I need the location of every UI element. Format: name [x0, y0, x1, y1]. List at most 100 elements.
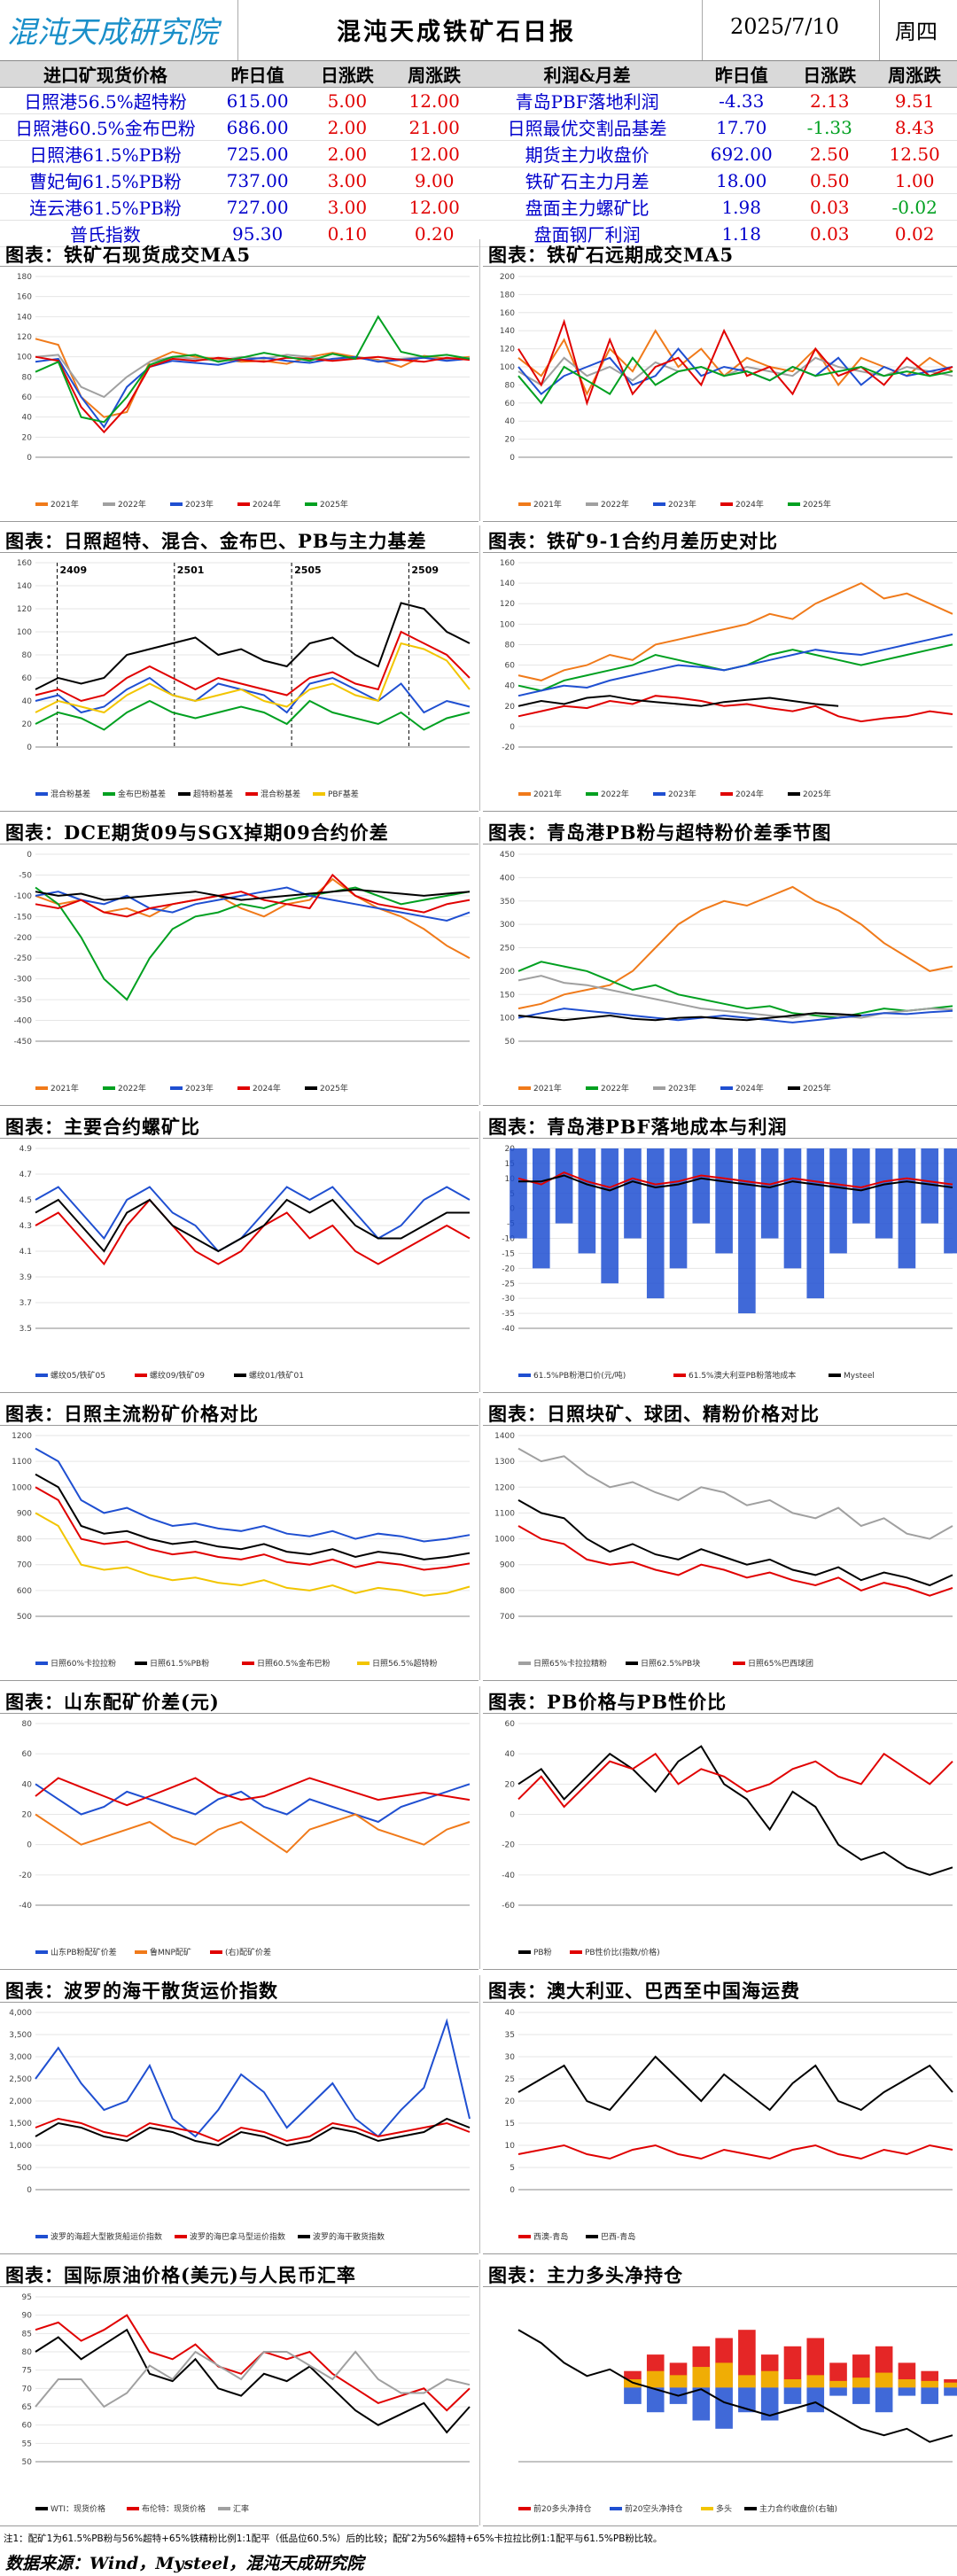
- legend-swatch: [135, 1950, 147, 1954]
- series-line: [35, 602, 471, 690]
- title-divider: [0, 1713, 478, 1714]
- y-tick-label: 350: [500, 898, 515, 907]
- bar: [715, 1148, 733, 1254]
- series-line: [517, 1012, 861, 1022]
- legend-swatch: [518, 1950, 531, 1954]
- bar: [532, 1148, 550, 1269]
- y-tick-label: 0: [27, 851, 32, 860]
- series-line: [35, 630, 471, 703]
- y-tick-label: 70: [22, 2385, 33, 2393]
- legend-swatch: [720, 792, 733, 796]
- row-divider: [0, 1969, 478, 1970]
- y-tick-label: 0: [27, 2186, 32, 2195]
- series-line: [35, 676, 471, 714]
- legend-label: 2021年: [51, 1083, 79, 1093]
- legend-label: 主力合约收盘价(右轴): [759, 2503, 837, 2514]
- chart-12: 60 40 20 0 -20 -40 -60 PB粉 PB性价比(指数/价格): [502, 1720, 953, 1957]
- y-tick-label: 140: [500, 327, 515, 336]
- legend-swatch: [237, 502, 250, 506]
- bar: [898, 2379, 916, 2388]
- contract-label: 2501: [177, 564, 205, 576]
- report-date: 2025/7/10: [730, 14, 840, 39]
- cell-value: 725.00: [210, 140, 305, 167]
- y-tick-label: 60: [505, 1720, 516, 1729]
- legend-label: 螺纹09/铁矿09: [150, 1370, 205, 1381]
- chart-5: 0 -50 -100 -150 -200 -250 -300 -350 -400 -450 2021…: [14, 851, 471, 1093]
- cell-name: 盘面主力螺矿比: [478, 193, 696, 221]
- bar: [829, 1148, 847, 1254]
- y-tick-label: 120: [500, 346, 515, 354]
- table-row: 连云港61.5%PB粉 727.00 3.00 12.00: [0, 193, 478, 221]
- series-line: [35, 355, 471, 434]
- chart-2: 0 20 40 60 80 100 120 140 160 180 200 2021年 2022年 202…: [500, 273, 953, 510]
- series-line: [35, 642, 471, 714]
- legend-label: 超特粉基差: [193, 789, 233, 799]
- y-tick-label: 100: [17, 628, 32, 637]
- table-header-row: 利润&月差 昨日值 日涨跌 周涨跌: [478, 61, 957, 88]
- table-row: 盘面钢厂利润 1.18 0.03 0.02: [478, 220, 957, 247]
- chart-4: -20 0 20 40 60 80 100 120 140 160 2021年 2022年 2023年 2…: [500, 559, 953, 799]
- cell-week-change: 12.00: [390, 140, 478, 167]
- chart-title: 图表：波罗的海干散货运价指数: [5, 1980, 278, 2002]
- table-row: 青岛PBF落地利润 -4.33 2.13 9.51: [478, 87, 957, 114]
- bar: [624, 1148, 642, 1239]
- y-tick-label: 10: [505, 2142, 516, 2151]
- series-line: [35, 2018, 471, 2138]
- y-tick-label: 60: [505, 662, 516, 671]
- y-tick-label: 180: [500, 291, 515, 300]
- cell-week-change: 12.00: [390, 87, 478, 114]
- report-header: 混沌天成研究院 混沌天成铁矿石日报 2025/7/10 周四: [0, 0, 957, 62]
- chart-title: 图表：DCE期货09与SGX掉期09合约价差: [5, 821, 389, 844]
- y-tick-label: 900: [17, 1509, 32, 1518]
- legend-label: 2024年: [253, 499, 281, 510]
- legend-swatch: [357, 1662, 370, 1665]
- cell-day-change: 2.00: [304, 113, 391, 141]
- cell-day-change: 0.10: [304, 220, 391, 247]
- legend-label: 2024年: [735, 789, 764, 799]
- legend-swatch: [518, 792, 531, 796]
- cell-value: -4.33: [696, 87, 788, 114]
- y-tick-label: 250: [500, 945, 515, 953]
- chart-13: 0 500 1,000 1,500 2,000 2,500 3,000 3,500 4,000 波…: [9, 2009, 471, 2242]
- y-tick-label: 40: [22, 697, 33, 706]
- y-tick-label: 40: [505, 1750, 516, 1759]
- y-tick-label: 140: [17, 313, 32, 322]
- column-header: 利润&月差: [478, 61, 696, 88]
- legend-label: 螺纹05/铁矿05: [51, 1370, 105, 1381]
- legend-label: 混合粉基差: [261, 789, 300, 799]
- series-line: [517, 633, 953, 697]
- legend-swatch: [788, 502, 800, 506]
- title-divider: [0, 2286, 478, 2287]
- chart-title: 图表：山东配矿价差(元): [5, 1691, 220, 1713]
- y-tick-label: 0: [510, 723, 515, 732]
- legend-swatch: [35, 2235, 48, 2238]
- y-tick-label: 0: [510, 1811, 515, 1820]
- series-line: [35, 1783, 471, 1824]
- title-divider: [0, 1138, 478, 1139]
- chart-title: 图表：澳大利亚、巴西至中国海运费: [488, 1980, 800, 2002]
- legend-label: 日照56.5%超特粉: [372, 1658, 438, 1669]
- y-tick-label: 80: [22, 1720, 33, 1729]
- series-line: [35, 1813, 471, 1854]
- bar: [898, 2387, 916, 2396]
- chart-1: 0 20 40 60 80 100 120 140 160 180 2021年 2022年 2023年 2…: [17, 273, 471, 510]
- cell-value: 692.00: [696, 140, 788, 167]
- series-line: [517, 2329, 953, 2443]
- bar: [783, 2346, 802, 2388]
- legend-label: 汇率: [233, 2503, 249, 2514]
- y-tick-label: -300: [14, 976, 33, 984]
- table-row: 盘面主力螺矿比 1.98 0.03 -0.02: [478, 193, 957, 221]
- series-line: [517, 1525, 953, 1597]
- bar: [555, 1148, 573, 1224]
- y-tick-label: 120: [17, 333, 32, 342]
- y-tick-label: 200: [500, 968, 515, 977]
- series-line: [35, 886, 471, 922]
- series-line: [35, 1473, 471, 1560]
- y-tick-label: 25: [505, 2075, 515, 2084]
- chart-title: 图表：PB价格与PB性价比: [488, 1691, 727, 1713]
- cell-name: 日照港56.5%超特粉: [0, 87, 211, 114]
- y-tick-label: 20: [505, 1780, 516, 1789]
- y-tick-label: -40: [502, 1325, 515, 1334]
- chart-10: 700 800 900 1000 1100 1200 1300 1400 日照65%卡拉拉精粉 日…: [494, 1432, 953, 1669]
- y-tick-label: 20: [505, 436, 516, 445]
